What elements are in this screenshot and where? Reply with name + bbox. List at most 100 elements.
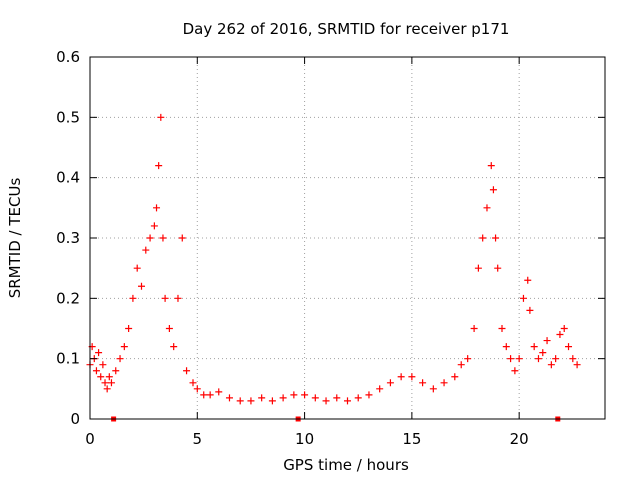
data-point xyxy=(470,325,478,332)
data-point xyxy=(170,343,178,351)
chart-title: Day 262 of 2016, SRMTID for receiver p17… xyxy=(183,20,510,38)
y-tick-label: 0.6 xyxy=(56,48,80,66)
data-point xyxy=(159,234,167,242)
x-tick-label: 20 xyxy=(510,430,529,448)
data-point xyxy=(565,343,573,351)
data-point xyxy=(440,379,448,387)
y-tick-label: 0.5 xyxy=(56,108,80,126)
data-point xyxy=(511,367,519,375)
data-point xyxy=(534,355,542,363)
x-tick-label: 10 xyxy=(295,430,314,448)
data-point xyxy=(457,361,465,369)
axis-ticks: 0 0.1 0.2 0.3 0.4 0.5 0.6 0 5 10 15 20 xyxy=(56,48,605,448)
data-point xyxy=(107,379,115,387)
data-point xyxy=(547,361,555,369)
data-point xyxy=(539,349,547,357)
data-point xyxy=(225,394,233,402)
data-point xyxy=(429,385,437,393)
y-tick-label: 0.3 xyxy=(56,229,80,247)
data-point xyxy=(133,264,141,272)
data-point xyxy=(569,355,577,363)
data-point xyxy=(165,325,173,332)
data-point xyxy=(487,162,495,170)
x-tick-label: 15 xyxy=(402,430,421,448)
data-point xyxy=(543,337,551,345)
data-point xyxy=(451,373,459,381)
data-point xyxy=(419,379,427,387)
data-point xyxy=(138,282,145,290)
data-point xyxy=(311,394,319,402)
data-point xyxy=(494,264,502,272)
data-point xyxy=(479,234,487,242)
data-point xyxy=(502,343,510,351)
data-points xyxy=(86,113,581,405)
data-point xyxy=(120,343,128,351)
data-point xyxy=(101,379,109,387)
y-tick-label: 0.4 xyxy=(56,169,80,187)
y-axis-label: SRMTID / TECUs xyxy=(6,178,24,299)
data-point xyxy=(301,391,309,399)
data-point xyxy=(183,367,191,375)
data-point xyxy=(193,385,201,393)
data-point xyxy=(524,276,532,284)
data-point xyxy=(507,355,515,363)
data-point xyxy=(95,349,103,357)
data-point xyxy=(112,367,120,375)
data-point xyxy=(116,355,124,363)
data-point xyxy=(322,397,330,405)
data-point xyxy=(103,385,111,393)
data-point xyxy=(376,385,384,393)
data-point xyxy=(519,294,527,302)
data-point xyxy=(530,343,538,351)
x-tick-label: 0 xyxy=(85,430,95,448)
data-point xyxy=(105,373,113,381)
data-point xyxy=(174,294,182,302)
data-point xyxy=(125,325,133,332)
data-point xyxy=(129,294,137,302)
data-point xyxy=(150,222,158,230)
data-point xyxy=(573,361,581,369)
data-point xyxy=(474,264,482,272)
data-point xyxy=(489,186,497,194)
y-tick-label: 0 xyxy=(70,410,80,428)
data-point xyxy=(344,397,351,405)
data-point xyxy=(157,113,165,121)
data-point xyxy=(178,234,186,242)
data-point xyxy=(526,306,534,314)
data-point xyxy=(498,325,506,332)
data-point xyxy=(215,388,223,396)
data-point xyxy=(464,355,472,363)
grid-lines xyxy=(90,57,605,419)
data-point xyxy=(290,391,298,399)
data-point xyxy=(333,394,341,402)
y-tick-label: 0.2 xyxy=(56,289,80,307)
data-point xyxy=(268,397,276,405)
data-point xyxy=(279,394,287,402)
data-point xyxy=(492,234,500,242)
data-point xyxy=(97,373,105,381)
data-point xyxy=(161,294,169,302)
data-point xyxy=(483,204,491,212)
data-point xyxy=(258,394,266,402)
data-point xyxy=(99,361,107,369)
plot-frame xyxy=(89,56,606,420)
data-point xyxy=(552,355,560,363)
data-point xyxy=(386,379,394,387)
y-tick-label: 0.1 xyxy=(56,350,80,368)
data-point xyxy=(236,397,244,405)
data-point xyxy=(155,162,163,170)
data-point xyxy=(200,391,208,399)
data-point xyxy=(365,391,373,399)
data-point xyxy=(206,391,214,399)
data-point xyxy=(247,397,255,405)
x-axis-label: GPS time / hours xyxy=(283,456,409,474)
data-point xyxy=(153,204,161,212)
data-point xyxy=(92,367,100,375)
data-point xyxy=(142,246,150,254)
data-point xyxy=(408,373,416,381)
data-point xyxy=(354,394,362,402)
data-point xyxy=(560,325,568,332)
data-point xyxy=(146,234,154,242)
data-point xyxy=(189,379,197,387)
